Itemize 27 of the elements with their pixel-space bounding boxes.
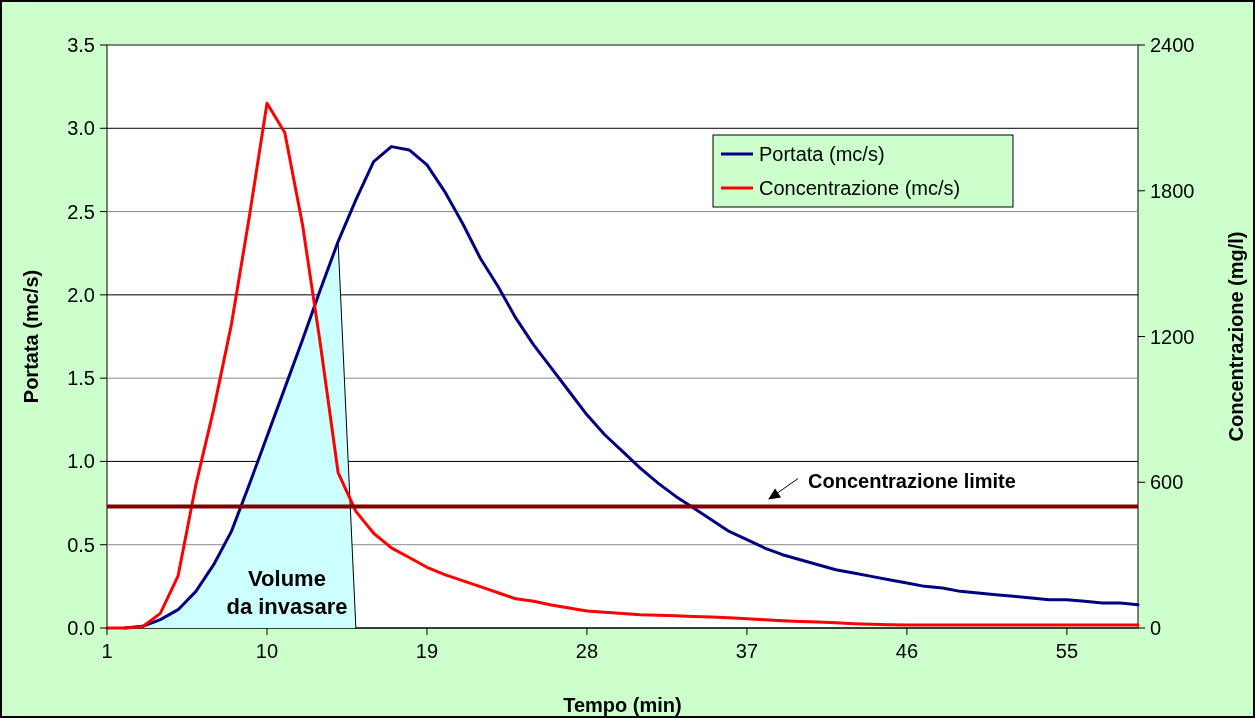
y2-tick-label: 2400 [1150, 34, 1195, 56]
y2-tick-label: 1200 [1150, 325, 1195, 348]
y2-tick-label: 0 [1150, 617, 1162, 639]
y-tick-label: 0.0 [67, 617, 95, 639]
x-tick-label: 37 [735, 640, 759, 662]
y-tick-label: 3.0 [67, 117, 95, 140]
y-tick-label: 1.0 [67, 450, 95, 473]
y2-tick-label: 600 [1150, 471, 1184, 494]
x-tick-label: 19 [415, 640, 439, 662]
y-tick-label: 2.0 [67, 283, 95, 306]
y-tick-label: 3.5 [67, 34, 95, 56]
x-tick-label: 1 [101, 640, 113, 662]
y2-tick-label: 1800 [1150, 179, 1195, 202]
y-tick-label: 0.5 [67, 533, 95, 556]
legend-label: Portata (mc/s) [759, 143, 885, 165]
x-tick-label: 28 [575, 640, 599, 662]
ref-line-label: Concentrazione limite [808, 469, 1016, 492]
y-tick-label: 1.5 [67, 367, 95, 390]
y-tick-label: 2.5 [67, 200, 95, 223]
y2-axis-title: Concentrazione (mg/l) [1225, 231, 1247, 442]
annotation: Volume da invasare [226, 566, 348, 619]
x-axis-title: Tempo (min) [563, 694, 682, 716]
x-tick-label: 55 [1055, 640, 1079, 662]
x-tick-label: 46 [895, 640, 919, 662]
x-tick-label: 10 [255, 640, 279, 662]
legend-label: Concentrazione (mc/s) [759, 177, 961, 199]
y-axis-title: Portata (mc/s) [20, 269, 42, 404]
